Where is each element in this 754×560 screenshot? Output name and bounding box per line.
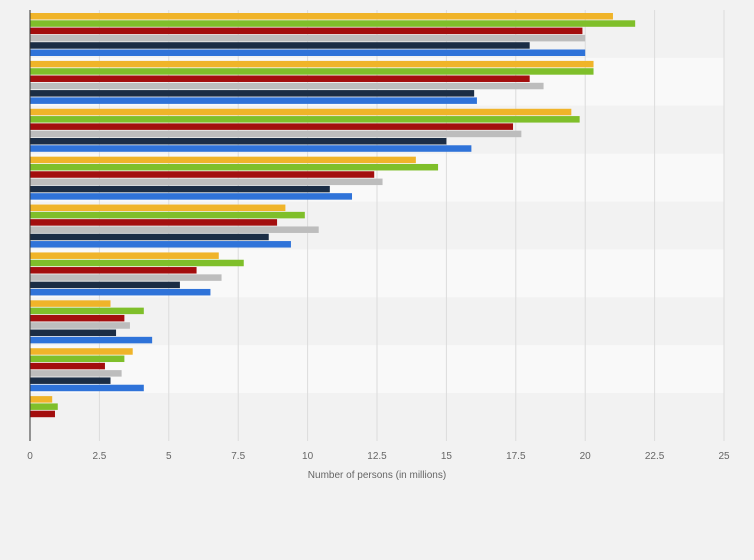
- bar: [30, 377, 111, 384]
- bar: [30, 233, 269, 241]
- bar: [30, 281, 180, 289]
- bar: [30, 403, 58, 410]
- bar: [30, 267, 197, 274]
- bar: [30, 82, 544, 90]
- bar: [30, 252, 219, 259]
- bar: [30, 370, 122, 377]
- bar: [30, 163, 439, 171]
- bar: [30, 384, 144, 392]
- bar: [30, 307, 144, 315]
- bar: [30, 27, 583, 35]
- bar: [30, 13, 613, 20]
- bar: [30, 314, 125, 322]
- bar: [30, 42, 530, 49]
- x-tick-label: 25: [718, 451, 730, 462]
- x-tick-label: 0: [27, 451, 33, 462]
- bar: [30, 259, 244, 267]
- x-axis-ticks: 0 2.5 5 7.5 10 12.5 15 17.5 20 22.5 25: [27, 451, 730, 462]
- bar: [30, 274, 222, 281]
- bar: [30, 49, 586, 56]
- x-axis-title: Number of persons (in millions): [308, 470, 446, 481]
- bar: [30, 362, 105, 370]
- bar: [30, 288, 211, 296]
- bar: [30, 34, 586, 42]
- bar: [30, 193, 353, 200]
- bar: [30, 145, 472, 152]
- bar: [30, 75, 530, 82]
- bar: [30, 97, 477, 104]
- bar: [30, 171, 375, 178]
- bar: [30, 123, 514, 130]
- bar: [30, 60, 594, 68]
- bar: [30, 137, 447, 145]
- x-tick-label: 2.5: [92, 451, 106, 462]
- bar: [30, 108, 572, 116]
- bar: [30, 322, 130, 329]
- x-tick-label: 10: [302, 451, 314, 462]
- x-tick-label: 20: [580, 451, 592, 462]
- bar: [30, 156, 416, 164]
- bar: [30, 348, 133, 355]
- bar: [30, 204, 286, 212]
- bar: [30, 336, 153, 344]
- x-tick-label: 5: [166, 451, 172, 462]
- x-tick-label: 22.5: [645, 451, 665, 462]
- bar: [30, 178, 383, 186]
- bar: [30, 90, 475, 97]
- x-tick-label: 7.5: [231, 451, 245, 462]
- bar: [30, 185, 330, 193]
- bar: [30, 130, 522, 138]
- x-tick-label: 17.5: [506, 451, 526, 462]
- bars: [30, 13, 636, 418]
- bar: [30, 226, 319, 233]
- bar: [30, 410, 55, 418]
- bar: [30, 300, 111, 307]
- bar: [30, 20, 636, 27]
- bar: [30, 68, 594, 75]
- bar: [30, 116, 580, 123]
- bar: [30, 219, 278, 226]
- bar: [30, 396, 53, 403]
- bar: [30, 241, 291, 248]
- bar: [30, 355, 125, 363]
- bar: [30, 211, 305, 219]
- x-tick-label: 15: [441, 451, 453, 462]
- x-tick-label: 12.5: [367, 451, 387, 462]
- bar: [30, 329, 117, 337]
